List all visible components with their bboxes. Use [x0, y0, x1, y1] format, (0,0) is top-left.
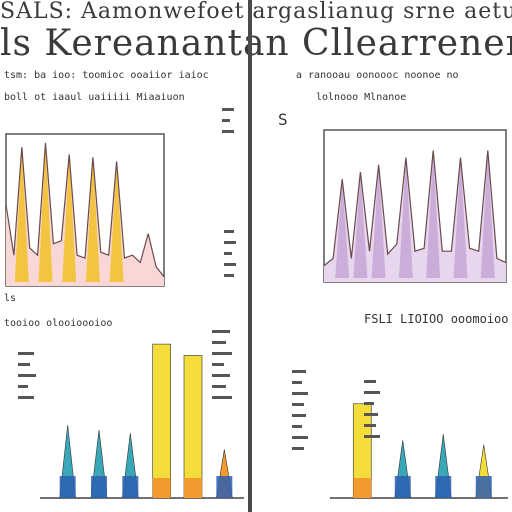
bar-base	[152, 478, 171, 498]
peak-mark	[109, 161, 124, 282]
peak-mark	[14, 147, 29, 282]
area-fill	[6, 142, 164, 286]
panel-divider	[248, 0, 252, 512]
bar-base	[184, 478, 202, 498]
tick-stubs-br-2	[364, 380, 382, 446]
peak-mark	[38, 142, 53, 282]
top-right-side-label: S	[278, 110, 288, 129]
series-line	[5, 142, 165, 278]
top-left-area-chart	[5, 133, 165, 287]
bar-base	[122, 476, 139, 498]
bar-base	[475, 476, 492, 498]
peak-mark	[480, 150, 495, 278]
series-line	[323, 150, 507, 267]
bottom-left-bar-chart	[40, 343, 244, 499]
figure-title-line-1: SALS: Aamonwefoet argaslianug srne aetuu…	[0, 0, 512, 24]
bar-base	[216, 476, 233, 498]
bar-base	[435, 476, 452, 498]
top-left-x-label: ls	[4, 293, 17, 304]
bar	[152, 343, 171, 499]
bar-base	[394, 476, 411, 498]
area-fill	[324, 150, 506, 282]
tick-stubs-bl	[18, 352, 40, 407]
peak-mark	[353, 172, 368, 278]
top-right-area-chart	[323, 129, 507, 283]
peak-mark	[398, 157, 413, 278]
peak-mark	[62, 154, 77, 282]
bar-base	[91, 476, 107, 498]
tick-stubs-br	[292, 370, 312, 458]
tick-stubs-mid-2	[224, 230, 238, 285]
bottom-right-bar-chart	[330, 403, 508, 499]
peak-mark	[371, 164, 386, 278]
top-left-header-2: boll ot iaaul uaiiiii Miaaiuon	[4, 92, 185, 103]
tick-stubs-bottom	[212, 330, 236, 407]
figure-title-line-2: ls Kereanantan Cllearrenensal aeensce	[0, 24, 512, 64]
bottom-right-header: FSLI LIOIOO ooomoioo	[364, 312, 509, 326]
peak-mark	[335, 179, 350, 278]
top-left-header-1: tsm: ba ioo: toomioc ooaiior iaioc	[4, 70, 209, 81]
peak-mark	[426, 150, 441, 278]
tick-stubs-mid	[222, 108, 236, 141]
bottom-left-header: tooioo olooioooioo	[4, 318, 113, 329]
bar-base	[353, 478, 372, 498]
peak-mark	[85, 157, 100, 282]
bar	[183, 355, 203, 499]
top-right-header-1: a ranooau oonoooc noonoe no	[296, 70, 459, 81]
peak-mark	[453, 157, 468, 278]
top-right-header-2: lolnooo Mlnanoe	[316, 92, 407, 103]
bar-base	[59, 476, 76, 498]
